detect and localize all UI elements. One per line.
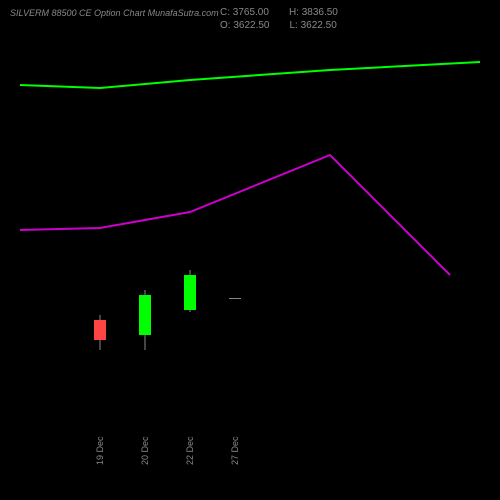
upper-line bbox=[20, 62, 480, 88]
low-value: L: 3622.50 bbox=[290, 19, 337, 32]
candle-body bbox=[94, 320, 106, 340]
x-axis: 19 Dec 20 Dec 22 Dec 27 Dec bbox=[20, 420, 480, 480]
x-axis-label: 20 Dec bbox=[140, 436, 150, 465]
ohlc-summary: C: 3765.00 H: 3836.50 O: 3622.50 L: 3622… bbox=[220, 6, 338, 32]
candle-body bbox=[184, 275, 196, 310]
chart-title: SILVERM 88500 CE Option Chart MunafaSutr… bbox=[10, 8, 219, 18]
candle-body bbox=[229, 298, 241, 299]
chart-svg bbox=[20, 40, 480, 420]
x-axis-label: 22 Dec bbox=[185, 436, 195, 465]
x-axis-label: 19 Dec bbox=[95, 436, 105, 465]
middle-line bbox=[20, 155, 450, 275]
x-axis-label: 27 Dec bbox=[230, 436, 240, 465]
open-value: O: 3622.50 bbox=[220, 19, 270, 32]
chart-plot-area bbox=[20, 40, 480, 420]
high-value: H: 3836.50 bbox=[289, 6, 338, 19]
close-value: C: 3765.00 bbox=[220, 6, 269, 19]
candle-body bbox=[139, 295, 151, 335]
